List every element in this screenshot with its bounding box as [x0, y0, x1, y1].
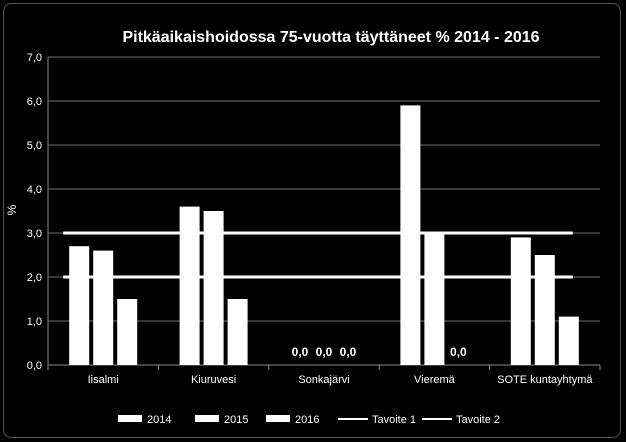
- bar-2014: [510, 237, 531, 365]
- category-label: Vieremä: [414, 374, 456, 386]
- y-tick-label: 4,0: [27, 184, 42, 196]
- bar-2014: [400, 105, 421, 366]
- legend-label: 2015: [224, 414, 248, 426]
- y-tick-label: 6,0: [27, 96, 42, 108]
- category-label: SOTE kuntayhtymä: [497, 374, 593, 386]
- category-label: Sonkajärvi: [298, 374, 349, 386]
- bar-2014: [69, 246, 90, 365]
- y-axis-label: %: [5, 204, 19, 215]
- data-label: 0,0: [292, 345, 309, 359]
- y-tick-label: 5,0: [27, 140, 42, 152]
- bar-2015: [424, 233, 445, 365]
- bar-2016: [558, 316, 579, 365]
- legend-label: Tavoite 1: [372, 414, 416, 426]
- bar-2015: [93, 250, 114, 365]
- category-label: Kiuruvesi: [191, 374, 236, 386]
- legend-label: Tavoite 2: [456, 414, 500, 426]
- legend-swatch: [118, 415, 142, 422]
- legend-swatch: [195, 415, 219, 422]
- y-tick-label: 3,0: [27, 228, 42, 240]
- chart-title: Pitkäaikaishoidossa 75-vuotta täyttäneet…: [122, 29, 539, 46]
- y-tick-label: 7,0: [27, 52, 42, 64]
- category-label: Iisalmi: [88, 374, 119, 386]
- bar-2016: [227, 299, 248, 365]
- legend-label: 2014: [147, 414, 171, 426]
- bar-2016: [117, 299, 138, 365]
- bar-2015: [203, 211, 224, 365]
- legend-label: 2016: [295, 414, 319, 426]
- bar-2014: [179, 206, 200, 365]
- bar-2015: [534, 255, 555, 365]
- y-tick-label: 1,0: [27, 316, 42, 328]
- data-label: 0,0: [340, 345, 357, 359]
- data-label: 0,0: [450, 345, 467, 359]
- y-tick-label: 0,0: [27, 360, 42, 372]
- legend-swatch: [266, 415, 290, 422]
- y-tick-label: 2,0: [27, 272, 42, 284]
- data-label: 0,0: [316, 345, 333, 359]
